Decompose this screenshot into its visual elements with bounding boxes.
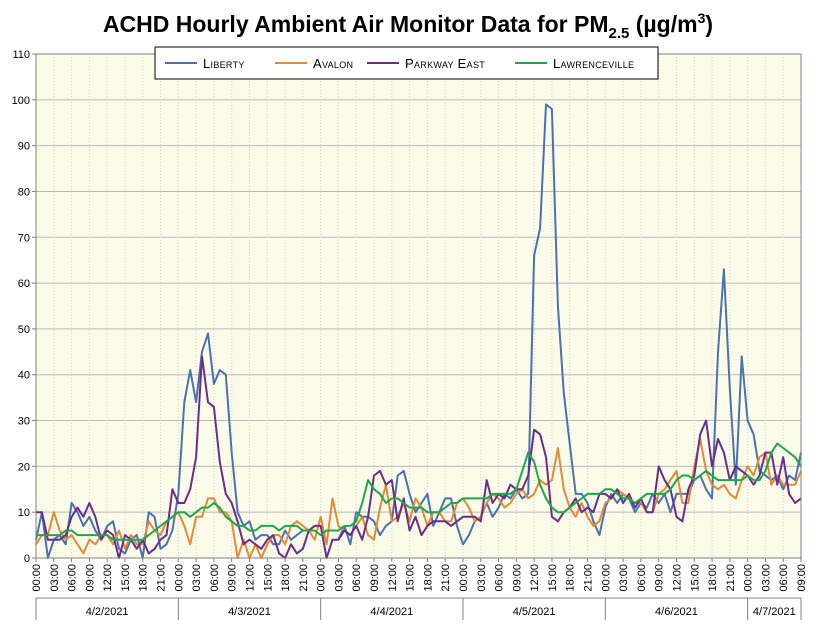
x-tick-label: 12:00 [671, 564, 683, 592]
x-tick-label: 09:00 [369, 564, 381, 592]
x-tick-label: 00:00 [743, 564, 755, 592]
y-tick-label: 0 [24, 553, 30, 565]
legend-entry: Parkway East [405, 56, 485, 71]
legend: Liberty Avalon Parkway East Lawrenceville [154, 46, 659, 80]
x-tick-label: 03:00 [760, 564, 772, 592]
date-label: 4/5/2021 [513, 606, 556, 618]
x-tick-label: 09:00 [654, 564, 666, 592]
date-label: 4/3/2021 [228, 606, 271, 618]
x-tick-label: 06:00 [636, 564, 648, 592]
x-tick-label: 15:00 [689, 564, 701, 592]
x-tick-label: 12:00 [244, 564, 256, 592]
legend-entry: Avalon [313, 56, 353, 71]
x-tick-label: 06:00 [494, 564, 506, 592]
x-tick-label: 03:00 [49, 564, 61, 592]
x-tick-label: 00:00 [458, 564, 470, 592]
chart-title: ACHD Hourly Ambient Air Monitor Data for… [103, 10, 713, 42]
y-axis: 0 10 20 30 40 50 60 70 80 90 100 110 [12, 49, 36, 565]
y-tick-label: 40 [18, 370, 30, 382]
x-tick-label: 21:00 [725, 564, 737, 592]
x-tick-label: 06:00 [67, 564, 79, 592]
x-tick-label: 03:00 [476, 564, 488, 592]
x-tick-label: 09:00 [227, 564, 239, 592]
y-tick-label: 10 [18, 507, 30, 519]
x-tick-label: 03:00 [333, 564, 345, 592]
x-tick-label: 15:00 [547, 564, 559, 592]
date-label: 4/2/2021 [86, 606, 129, 618]
y-tick-label: 70 [18, 232, 30, 244]
x-tick-label: 06:00 [778, 564, 790, 592]
series-lines [35, 103, 802, 559]
y-tick-label: 80 [18, 186, 30, 198]
x-tick-label: 12:00 [529, 564, 541, 592]
x-tick-label: 18:00 [138, 564, 150, 592]
series-line-avalon [35, 437, 802, 559]
x-tick-label: 21:00 [440, 564, 452, 592]
x-tick-label: 09:00 [84, 564, 96, 592]
x-tick-label: 12:00 [387, 564, 399, 592]
legend-entry: Lawrenceville [553, 56, 634, 71]
x-tick-label: 21:00 [156, 564, 168, 592]
x-tick-label: 18:00 [422, 564, 434, 592]
x-tick-label: 06:00 [209, 564, 221, 592]
x-tick-label: 09:00 [796, 564, 808, 592]
x-tick-label: 18:00 [707, 564, 719, 592]
x-tick-label: 15:00 [120, 564, 132, 592]
y-tick-label: 110 [12, 49, 30, 61]
plot-area [36, 54, 801, 558]
x-tick-label: 21:00 [298, 564, 310, 592]
x-tick-label: 15:00 [405, 564, 417, 592]
x-tick-label: 18:00 [565, 564, 577, 592]
x-tick-label: 00:00 [316, 564, 328, 592]
x-tick-label: 09:00 [511, 564, 523, 592]
y-tick-label: 60 [18, 278, 30, 290]
series-line-parkway-east [36, 355, 802, 559]
y-tick-label: 90 [18, 141, 30, 153]
legend-box [154, 46, 659, 80]
x-tick-label: 00:00 [600, 564, 612, 592]
x-tick-label: 03:00 [618, 564, 630, 592]
legend-entry: Liberty [203, 56, 245, 71]
y-tick-label: 50 [18, 324, 30, 336]
x-tick-label: 15:00 [262, 564, 274, 592]
y-tick-label: 30 [18, 416, 30, 428]
x-axis: 00:00 03:00 06:00 09:00 12:00 15:00 18:00 21:00… [31, 558, 808, 620]
date-label: 4/6/2021 [655, 606, 698, 618]
series-line-liberty [35, 103, 802, 559]
y-tick-label: 100 [12, 95, 30, 107]
x-tick-label: 00:00 [173, 564, 185, 592]
x-tick-label: 12:00 [102, 564, 114, 592]
y-tick-label: 20 [18, 461, 30, 473]
date-label: 4/4/2021 [370, 606, 413, 618]
series-line-lawrenceville [36, 442, 802, 541]
x-tick-label: 00:00 [31, 564, 43, 592]
x-tick-label: 06:00 [351, 564, 363, 592]
x-tick-label: 18:00 [280, 564, 292, 592]
x-tick-label: 03:00 [191, 564, 203, 592]
date-label: 4/7/2021 [753, 606, 796, 618]
x-tick-label: 21:00 [583, 564, 595, 592]
